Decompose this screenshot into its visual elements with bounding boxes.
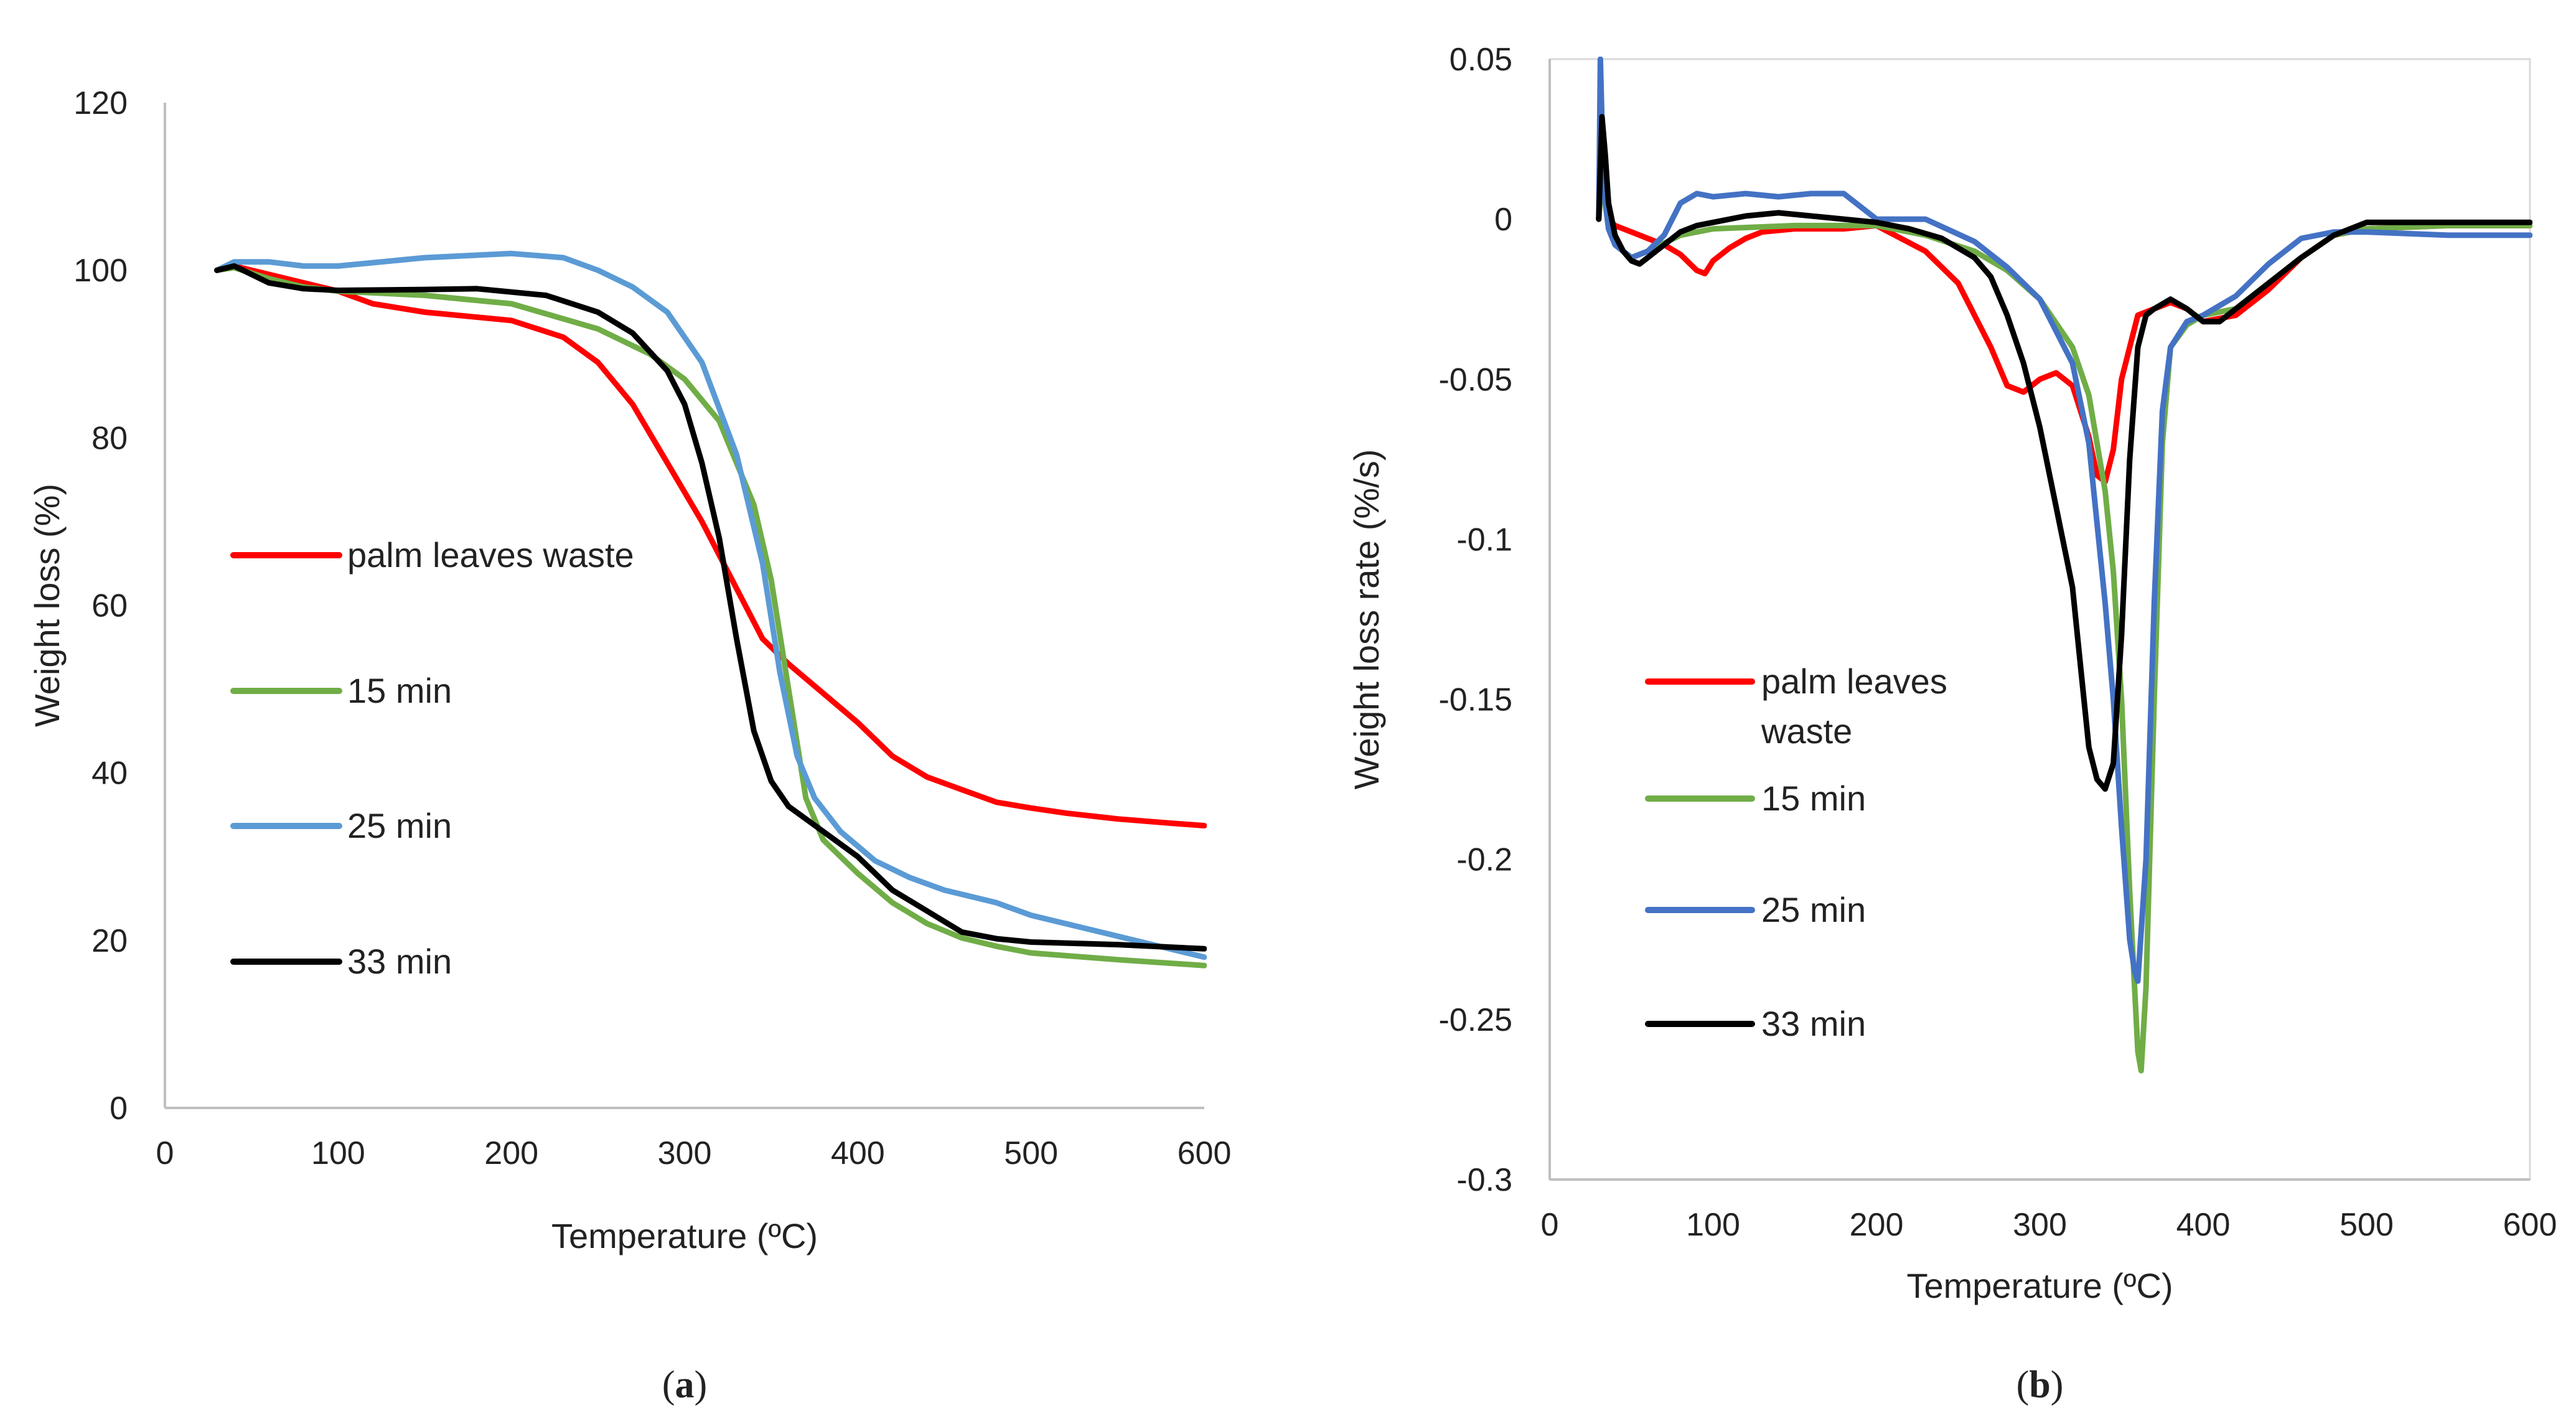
x-axis-title: Temperature (ºC) [551, 1216, 818, 1255]
y-tick-label: 40 [91, 756, 128, 792]
y-tick-label: 80 [91, 420, 128, 456]
panel-label-open: ( [2016, 1364, 2030, 1406]
x-tick-label: 200 [484, 1135, 538, 1171]
x-tick-label: 500 [1004, 1135, 1058, 1171]
legend-label: 25 min [1761, 890, 1866, 929]
y-tick-label: -0.2 [1456, 842, 1512, 878]
legend-label: palm leaves waste [347, 535, 634, 575]
x-axis-title: Temperature (ºC) [1906, 1266, 2173, 1305]
chart-panel-b: 0.05 0 -0.05 -0.1 -0.15 -0.2 -0.25 -0.3 0 100 200 3… [1347, 42, 2557, 1406]
y-tick-label: 0 [1494, 202, 1512, 238]
y-tick-label: 0.05 [1450, 42, 1512, 78]
x-tick-label: 400 [831, 1135, 885, 1171]
legend-label: 33 min [347, 942, 452, 981]
panel-label: (a) [662, 1364, 707, 1406]
series-line-palm-leaves-waste [214, 263, 1207, 828]
y-axis-title: Weight loss rate (%/s) [1347, 449, 1386, 790]
y-tick-label: 100 [73, 253, 128, 289]
legend-label: palm leaves waste [1761, 662, 1947, 751]
legend-label: 15 min [347, 671, 452, 710]
panel-label-letter: b [2029, 1364, 2050, 1406]
x-tick-label: 300 [2013, 1207, 2067, 1243]
y-tick-label: 60 [91, 588, 128, 624]
panel-label-close: ) [2051, 1364, 2064, 1406]
y-tick-label: 20 [91, 923, 128, 959]
y-tick-label: -0.15 [1438, 682, 1512, 718]
legend-label: 33 min [1761, 1004, 1866, 1043]
y-tick-label: -0.05 [1438, 362, 1512, 398]
y-tick-label: -0.1 [1456, 522, 1512, 558]
x-tick-label: 100 [1686, 1207, 1740, 1243]
x-tick-label: 100 [311, 1135, 365, 1171]
panel-label-close: ) [695, 1364, 708, 1406]
x-tick-label: 600 [2503, 1207, 2557, 1243]
panel-label-open: ( [662, 1364, 675, 1406]
y-tick-label: -0.3 [1456, 1162, 1512, 1198]
y-tick-label: -0.25 [1438, 1002, 1512, 1038]
series-line-25-min [1596, 57, 2532, 984]
x-tick-label: 0 [1541, 1207, 1559, 1243]
x-tick-label: 200 [1850, 1207, 1904, 1243]
y-axis-title: Weight loss (%) [27, 484, 67, 727]
series-line-25-min [214, 250, 1207, 960]
legend-label: 25 min [347, 806, 452, 845]
legend-label-line: palm leaves [1761, 662, 1947, 701]
y-tick-label: 0 [110, 1091, 128, 1127]
panel-label-letter: a [675, 1364, 695, 1406]
chart-panel-a: 0 20 40 60 80 100 120 0 100 200 300 400 500 600 Temper… [27, 85, 1231, 1406]
x-tick-label: 400 [2176, 1207, 2231, 1243]
x-tick-label: 0 [156, 1135, 174, 1171]
legend-label: 15 min [1761, 779, 1866, 818]
x-tick-label: 500 [2339, 1207, 2394, 1243]
series-line-33-min [214, 263, 1207, 952]
panel-label: (b) [2016, 1364, 2064, 1406]
legend-label-line: waste [1761, 711, 1852, 751]
x-tick-label: 300 [658, 1135, 712, 1171]
x-tick-label: 600 [1178, 1135, 1232, 1171]
series-line-33-min [1596, 114, 2532, 792]
y-tick-label: 120 [73, 85, 128, 121]
